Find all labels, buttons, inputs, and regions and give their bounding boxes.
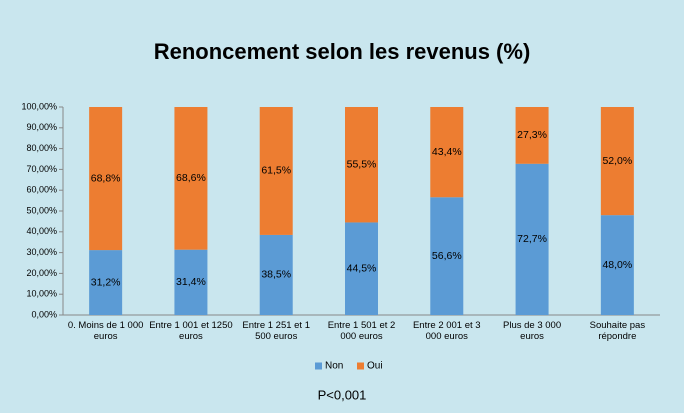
bar-segment	[430, 107, 464, 198]
y-tick-label: 90,00%	[26, 122, 57, 132]
y-tick-label: 10,00%	[26, 289, 57, 299]
bar-segment	[259, 234, 293, 315]
annotation: P<0,001	[318, 387, 367, 402]
bar-segment	[345, 107, 378, 223]
legend-label: Non	[325, 361, 343, 372]
chart-title: Renoncement selon les revenus (%)	[154, 39, 531, 64]
legend-label: Oui	[367, 361, 383, 372]
value-label: 27,3%	[517, 129, 547, 141]
bar-segment	[430, 197, 464, 315]
bar-segment	[174, 249, 208, 315]
value-label: 31,2%	[91, 276, 121, 288]
bar-segment	[515, 107, 549, 164]
y-tick-label: 70,00%	[26, 164, 57, 174]
y-tick-label: 40,00%	[26, 226, 57, 236]
bar-segment	[345, 222, 378, 315]
value-label: 61,5%	[261, 165, 291, 177]
value-label: 31,4%	[176, 276, 206, 288]
bar-segment	[515, 163, 549, 315]
x-tick-label: Entre 1 251 et 1 500 euros	[242, 320, 310, 342]
value-label: 43,4%	[432, 146, 462, 158]
x-tick-label: Entre 1 501 et 2 000 euros	[327, 320, 396, 342]
bar-segment	[600, 215, 634, 315]
bar-segment	[89, 250, 123, 315]
bar-segment	[89, 107, 123, 251]
x-tick-label: Plus de 3 000 euros	[503, 320, 562, 342]
value-label: 68,8%	[91, 172, 121, 184]
value-label: 56,6%	[432, 250, 462, 262]
value-label: 68,6%	[176, 172, 206, 184]
x-tick-label: Entre 1 001 et 1250 euros	[149, 320, 233, 342]
y-tick-label: 100,00%	[21, 101, 57, 111]
bar-segment	[600, 107, 634, 216]
value-label: 44,5%	[347, 263, 377, 275]
y-tick-label: 50,00%	[26, 205, 57, 215]
y-tick-label: 80,00%	[26, 143, 57, 153]
value-label: 72,7%	[517, 233, 547, 245]
x-tick-label: 0. Moins de 1 000 euros	[67, 320, 144, 342]
x-tick-label: Souhaite pas répondre	[589, 320, 646, 342]
bar-segment	[174, 107, 208, 250]
value-label: 52,0%	[602, 155, 632, 167]
x-tick-label: Entre 2 001 et 3 000 euros	[412, 320, 481, 342]
value-label: 38,5%	[261, 269, 291, 281]
legend-swatch	[315, 362, 322, 370]
value-label: 48,0%	[602, 259, 632, 271]
value-label: 55,5%	[347, 159, 377, 171]
y-tick-label: 30,00%	[26, 247, 57, 257]
y-tick-label: 20,00%	[26, 268, 57, 278]
y-tick-label: 60,00%	[26, 185, 57, 195]
legend-swatch	[357, 362, 364, 370]
y-tick-label: 0,00%	[31, 309, 57, 319]
bar-segment	[259, 107, 293, 235]
